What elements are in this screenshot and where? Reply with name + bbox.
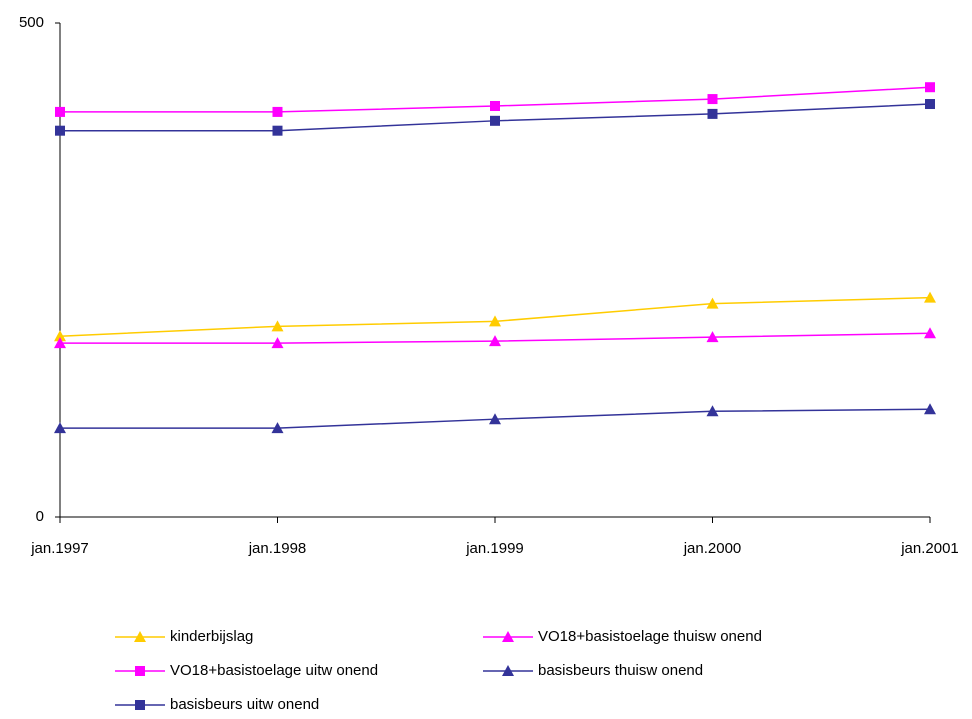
- marker: [489, 315, 501, 327]
- marker: [924, 327, 936, 339]
- marker: [54, 422, 66, 434]
- legend-label: kinderbijslag: [170, 628, 253, 645]
- x-tick-label: jan.2000: [683, 540, 742, 557]
- marker: [54, 337, 66, 349]
- y-tick-label: 0: [36, 508, 44, 525]
- marker: [490, 115, 500, 126]
- marker: [55, 125, 65, 136]
- legend-label: basisbeurs uitw onend: [170, 696, 319, 713]
- marker: [490, 100, 500, 111]
- marker: [706, 331, 719, 343]
- x-tick-label: jan.2001: [900, 540, 959, 557]
- marker: [924, 403, 936, 415]
- x-tick-label: jan.1998: [248, 540, 307, 557]
- marker: [489, 413, 501, 425]
- legend-label: basisbeurs thuisw onend: [538, 662, 703, 679]
- marker: [707, 94, 718, 105]
- marker: [706, 405, 719, 417]
- x-tick-label: jan.1997: [30, 540, 89, 557]
- marker: [271, 320, 284, 332]
- marker: [55, 106, 65, 117]
- marker: [134, 631, 146, 642]
- y-tick-label: 500: [19, 14, 44, 31]
- marker: [502, 665, 514, 676]
- marker: [925, 99, 935, 110]
- legend-label: VO18+basistoelage uitw onend: [170, 662, 378, 679]
- marker: [925, 82, 935, 93]
- marker: [272, 106, 283, 117]
- marker: [54, 330, 66, 342]
- marker: [707, 108, 718, 119]
- marker: [272, 125, 283, 136]
- legend-label: VO18+basistoelage thuisw onend: [538, 628, 762, 645]
- marker: [502, 631, 514, 642]
- marker: [271, 337, 284, 349]
- marker: [924, 291, 936, 303]
- marker: [135, 666, 145, 676]
- x-tick-label: jan.1999: [465, 540, 524, 557]
- marker: [706, 297, 719, 309]
- marker: [135, 700, 145, 710]
- marker: [271, 422, 284, 434]
- marker: [489, 335, 501, 347]
